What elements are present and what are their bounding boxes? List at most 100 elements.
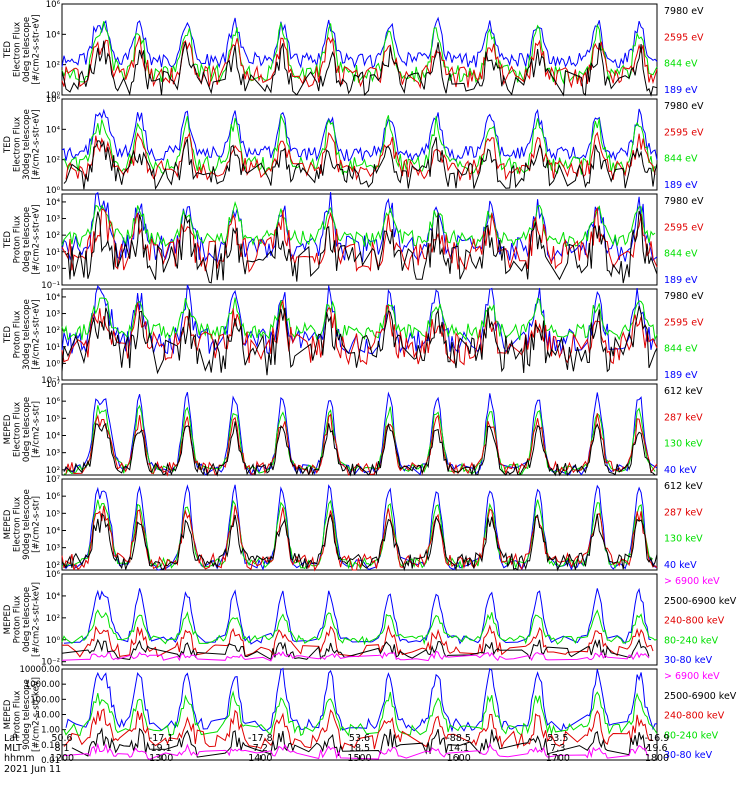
panel-frame: [61, 478, 658, 571]
y-axis-label-line: Proton Flux: [13, 311, 23, 359]
panel-5: 10² 10³ 10⁴ 10⁵ 10⁶ 10⁷ MEPED Electron Flux 0deg…: [3, 380, 703, 477]
y-tick-label: 10⁴: [46, 431, 61, 441]
legend-entry: 844 eV: [664, 154, 698, 165]
y-axis-label-line: MEPED: [3, 509, 13, 539]
legend-entry: 612 keV: [664, 481, 703, 492]
y-axis-label: TED Electron Flux 30deg telescope [#/cm2-s-…: [3, 109, 42, 180]
y-tick-label: 10⁷: [46, 380, 61, 390]
x-tick-hhmm: 1500: [347, 753, 371, 764]
y-axis-label-line: 30deg telescope: [22, 299, 32, 370]
y-tick-label: 10²: [46, 466, 60, 476]
y-axis-label-line: 0deg telescope: [22, 207, 32, 272]
panel-1: 10⁰ 10² 10⁴ 10⁶ TED Electron Flux 0deg telesco…: [3, 0, 704, 101]
x-tick-hhmm: 1300: [149, 753, 173, 764]
legend-entry: 287 keV: [664, 507, 703, 518]
y-axis-label-line: [#/cm2-s-str-keV]: [32, 582, 42, 657]
y-axis-label-line: Electron Flux: [13, 402, 23, 457]
y-axis-label-line: 90deg telescope: [22, 489, 32, 560]
y-axis-label-line: MEPED: [3, 699, 13, 729]
y-axis-label: TED Electron Flux 0deg telescope [#/cm2-s-s…: [3, 14, 42, 84]
x-tick-lat: -17.8: [248, 733, 273, 744]
legend-entry: 2595 eV: [664, 32, 704, 43]
y-axis-label-line: Electron Flux: [13, 117, 23, 172]
y-tick-label: 10¹: [46, 343, 60, 353]
series-trace: [61, 297, 658, 342]
legend-entry: 240-800 keV: [664, 616, 725, 627]
legend-entry: 189 eV: [664, 275, 698, 286]
legend-entry: 40 keV: [664, 560, 697, 571]
series-trace: [61, 16, 658, 69]
legend-entry: 30-80 keV: [664, 750, 713, 761]
x-tick-lat: 53.5: [547, 733, 568, 744]
x-tick-mlt: 18.5: [349, 743, 370, 754]
y-tick-label: 10⁷: [46, 475, 61, 485]
series-trace: [61, 512, 658, 572]
x-row-label-lat: Lat: [4, 733, 19, 744]
y-axis-label-line: TED: [3, 230, 13, 249]
y-tick-label: 10⁵: [46, 509, 60, 519]
y-axis-label-line: TED: [3, 135, 13, 154]
legend-entry: 2500-6900 keV: [664, 691, 737, 702]
x-row-label-hhmm: hhmm: [4, 753, 35, 764]
y-tick-label: 10²: [46, 326, 60, 336]
legend-entry: 130 keV: [664, 534, 703, 545]
y-axis-label-line: Proton Flux: [13, 216, 23, 264]
legend-entry: 287 keV: [664, 412, 703, 423]
y-axis-label-line: [#/cm2-s-str]: [32, 496, 42, 553]
series-trace: [61, 650, 650, 662]
series-trace: [61, 299, 658, 366]
y-axis-label-line: [#/cm2-s-str-eV]: [32, 204, 42, 274]
legend-entry: 844 eV: [664, 59, 698, 70]
series-trace: [63, 708, 654, 750]
y-tick-label: 10²: [46, 231, 60, 241]
y-tick-label: 10⁻¹: [41, 281, 60, 291]
y-tick-label: 10³: [46, 215, 60, 225]
y-axis-label-line: 0deg telescope: [22, 587, 32, 652]
y-tick-label: 10⁴: [46, 30, 61, 40]
y-tick-label: 10³: [46, 310, 60, 320]
legend-entry: 7980 eV: [664, 101, 704, 112]
legend-entry: 844 eV: [664, 249, 698, 260]
legend-entry: 844 eV: [664, 344, 698, 355]
y-axis-label-line: 90deg telescope: [22, 679, 32, 750]
y-axis-label-line: Proton Flux: [13, 596, 23, 644]
series-trace: [65, 210, 658, 284]
y-axis-label-line: MEPED: [3, 604, 13, 634]
legend-entry: 7980 eV: [664, 291, 704, 302]
series-trace: [61, 206, 658, 273]
series-trace: [61, 505, 658, 572]
legend-entry: 80-240 keV: [664, 730, 719, 741]
panel-8: 0.01 0.10 1.00 10.00 100.00 1000.00 10000.00 ME…: [3, 665, 737, 766]
panel-6: 10² 10³ 10⁴ 10⁵ 10⁶ 10⁷ MEPED Electron Flux 90de…: [3, 475, 703, 572]
series-trace: [63, 421, 656, 477]
x-tick-mlt: 7.2: [253, 743, 268, 754]
y-axis-label-line: [#/cm2-s-str-eV]: [32, 109, 42, 179]
series-trace: [65, 413, 658, 477]
y-axis-label-line: [#/cm2-s-str-keV]: [32, 677, 42, 752]
y-tick-label: 10⁰: [46, 186, 61, 196]
panel-frame: [61, 98, 658, 191]
y-tick-label: 10⁵: [46, 414, 60, 424]
series-trace: [61, 35, 658, 90]
y-axis-label-line: Electron Flux: [13, 22, 23, 77]
x-tick-mlt: 7.3: [550, 743, 565, 754]
y-tick-label: 10⁰: [46, 91, 61, 101]
x-tick-hhmm: 1200: [50, 753, 74, 764]
panel-3: 10⁻¹ 10⁰ 10¹ 10² 10³ 10⁴ TED Proton Flux 0deg te…: [3, 191, 704, 291]
legend-entry: 189 eV: [664, 85, 698, 96]
x-tick-mlt: 19.1: [151, 743, 172, 754]
x-tick-mlt: 14.1: [448, 743, 469, 754]
series-trace: [71, 727, 650, 758]
y-tick-label: 0.01: [41, 756, 60, 766]
x-tick-hhmm: 1600: [447, 753, 471, 764]
y-tick-label: 10000.00: [19, 665, 60, 675]
series-trace: [65, 667, 658, 733]
panel-frame: [61, 573, 658, 666]
y-tick-label: 10²: [46, 156, 60, 166]
x-tick-hhmm: 1800: [645, 753, 669, 764]
x-tick-lat: -17.1: [149, 733, 174, 744]
y-tick-label: 10⁴: [46, 526, 61, 536]
y-tick-label: 10⁶: [46, 95, 61, 105]
